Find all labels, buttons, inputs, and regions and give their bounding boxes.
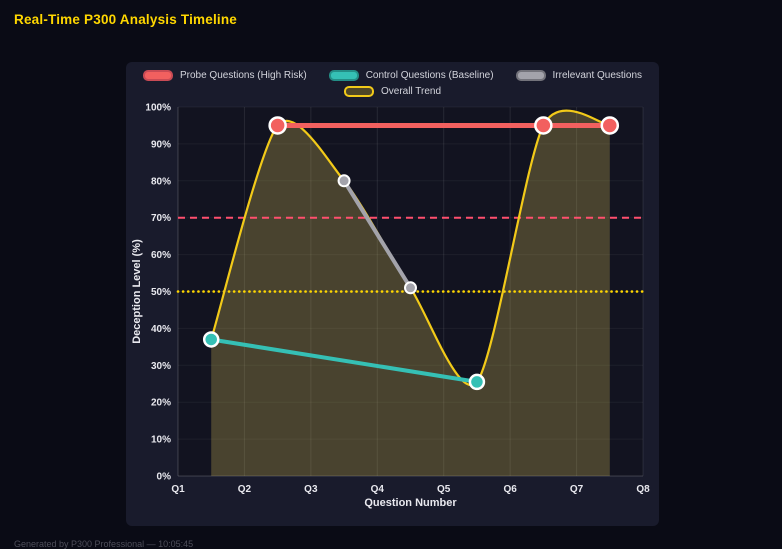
legend-label: Overall Trend [380, 86, 442, 97]
svg-text:70%: 70% [151, 213, 171, 224]
svg-text:Q2: Q2 [238, 484, 252, 495]
chart-legend: Probe Questions (High Risk) Control Quest… [126, 70, 659, 97]
footer-caption: Generated by P300 Professional — 10:05:4… [14, 539, 194, 549]
svg-text:90%: 90% [151, 139, 171, 150]
legend-swatch [343, 86, 374, 97]
svg-text:Deception Level (%): Deception Level (%) [131, 239, 143, 344]
chart-panel: Probe Questions (High Risk) Control Quest… [126, 62, 659, 526]
svg-text:Q6: Q6 [503, 484, 517, 495]
legend-row: Overall Trend [343, 86, 442, 97]
legend-swatch [515, 70, 546, 81]
legend-label: Probe Questions (High Risk) [179, 70, 307, 81]
svg-text:50%: 50% [151, 287, 171, 298]
svg-text:Q7: Q7 [570, 484, 584, 495]
svg-text:10%: 10% [151, 435, 171, 446]
svg-text:30%: 30% [151, 361, 171, 372]
page-title: Real-Time P300 Analysis Timeline [14, 12, 238, 27]
svg-text:60%: 60% [151, 250, 171, 261]
svg-text:Question Number: Question Number [364, 497, 457, 509]
svg-text:100%: 100% [145, 103, 171, 114]
legend-item[interactable]: Irrelevant Questions [515, 70, 643, 81]
legend-label: Irrelevant Questions [552, 70, 643, 81]
svg-text:0%: 0% [157, 472, 172, 483]
svg-text:20%: 20% [151, 398, 171, 409]
svg-text:Q3: Q3 [304, 484, 318, 495]
legend-item[interactable]: Control Questions (Baseline) [328, 70, 494, 81]
legend-swatch [328, 70, 359, 81]
svg-text:Q1: Q1 [171, 484, 185, 495]
svg-text:40%: 40% [151, 324, 171, 335]
legend-item[interactable]: Probe Questions (High Risk) [142, 70, 307, 81]
timeline-chart-svg: 0% 10% 20% 30% 40% 50% 60% 70% 80% 90% 100% Q1 Q2 Q3 Q… [131, 103, 650, 510]
svg-text:80%: 80% [151, 176, 171, 187]
legend-label: Control Questions (Baseline) [365, 70, 494, 81]
svg-text:Q5: Q5 [437, 484, 451, 495]
legend-swatch [142, 70, 173, 81]
svg-text:Q4: Q4 [371, 484, 385, 495]
legend-row: Probe Questions (High Risk) Control Quest… [142, 70, 643, 81]
legend-item[interactable]: Overall Trend [343, 86, 442, 97]
svg-text:Q8: Q8 [636, 484, 650, 495]
